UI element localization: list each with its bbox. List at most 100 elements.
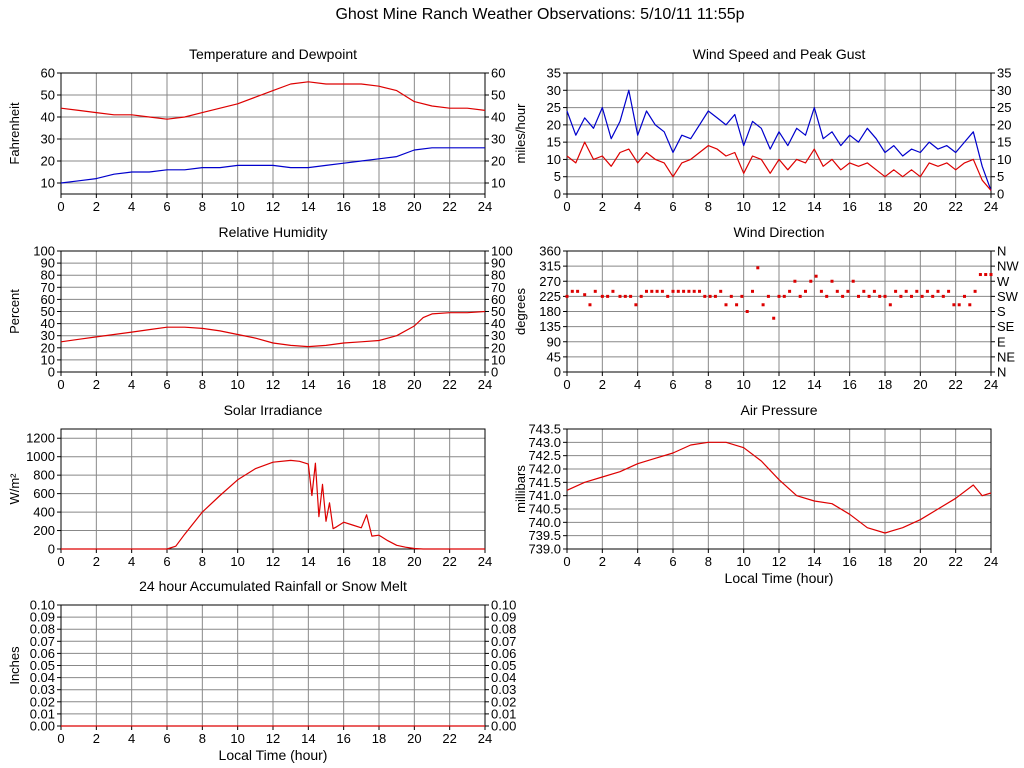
y-tick-label: 0.06 xyxy=(30,646,55,661)
series-line xyxy=(566,89,992,191)
right-tick-label: 30 xyxy=(997,83,1011,98)
x-tick-label: 22 xyxy=(948,199,962,214)
x-tick-label: 22 xyxy=(442,554,456,569)
data-point xyxy=(692,289,696,293)
y-tick-label: 0.03 xyxy=(30,682,55,697)
data-point xyxy=(576,289,580,293)
right-tick-label: 50 xyxy=(491,88,505,103)
x-tick-label: 0 xyxy=(57,554,64,569)
y-tick-label: 742.5 xyxy=(528,448,561,463)
x-tick-label: 2 xyxy=(599,377,606,392)
chart-title: Wind Speed and Peak Gust xyxy=(693,46,866,62)
x-tick-label: 10 xyxy=(736,377,750,392)
y-tick-label: 135 xyxy=(539,319,561,334)
x-tick-label: 18 xyxy=(878,199,892,214)
right-tick-label: 0.07 xyxy=(491,634,516,649)
right-tick-label: 20 xyxy=(491,340,505,355)
y-tick-label: 15 xyxy=(547,135,561,150)
y-tick-label: 0 xyxy=(48,365,55,380)
y-tick-label: 739.5 xyxy=(528,528,561,543)
data-point xyxy=(915,289,919,293)
y-tick-label: 600 xyxy=(33,486,55,501)
y-tick-label: 20 xyxy=(41,154,55,169)
x-tick-label: 24 xyxy=(984,377,998,392)
y-tick-label: 200 xyxy=(33,523,55,538)
data-point xyxy=(593,289,597,293)
right-tick-label: N xyxy=(997,244,1006,259)
y-axis-label: miles/hour xyxy=(513,103,528,164)
chart-title: Air Pressure xyxy=(740,402,817,418)
right-tick-label: 20 xyxy=(997,117,1011,132)
right-tick-label: 0 xyxy=(997,187,1004,202)
x-tick-label: 24 xyxy=(478,377,492,392)
right-tick-label: 60 xyxy=(491,66,505,81)
data-point xyxy=(904,289,908,293)
y-tick-label: 741.5 xyxy=(528,475,561,490)
y-tick-label: 40 xyxy=(41,110,55,125)
y-tick-label: 0 xyxy=(554,365,561,380)
y-tick-label: 742.0 xyxy=(528,462,561,477)
y-axis-label: W/m² xyxy=(7,473,22,505)
right-tick-label: 90 xyxy=(491,256,505,271)
x-tick-label: 10 xyxy=(736,199,750,214)
x-tick-label: 12 xyxy=(266,731,280,746)
data-point xyxy=(788,289,792,293)
data-point xyxy=(825,294,829,298)
data-point xyxy=(588,303,592,307)
y-tick-label: 20 xyxy=(547,117,561,132)
data-point xyxy=(745,310,749,313)
y-tick-label: 30 xyxy=(41,328,55,343)
y-tick-label: 743.0 xyxy=(528,435,561,450)
right-tick-label: 10 xyxy=(997,152,1011,167)
right-tick-label: 0.06 xyxy=(491,646,516,661)
plot-frame xyxy=(566,72,992,195)
data-point xyxy=(645,289,648,293)
data-point xyxy=(968,303,972,307)
right-tick-label: 10 xyxy=(491,176,505,191)
x-tick-label: 20 xyxy=(913,554,927,569)
data-point xyxy=(793,279,797,283)
x-tick-label: 6 xyxy=(163,554,170,569)
right-tick-label: 100 xyxy=(491,244,513,259)
plot-frame xyxy=(60,428,486,550)
data-point xyxy=(698,289,701,293)
chart-solar: 0 2 4 6 8 10 12 14 16 18 20 22 240200400600800100012… xyxy=(7,402,492,569)
x-tick-label: 6 xyxy=(163,377,170,392)
right-tick-label: 5 xyxy=(997,169,1004,184)
right-tick-label: NW xyxy=(997,259,1019,274)
x-tick-label: 4 xyxy=(634,554,641,569)
right-tick-label: 30 xyxy=(491,328,505,343)
x-tick-label: 14 xyxy=(301,377,315,392)
y-tick-label: 740.5 xyxy=(528,502,561,517)
x-tick-label: 18 xyxy=(372,731,386,746)
x-tick-label: 6 xyxy=(669,554,676,569)
x-tick-label: 18 xyxy=(878,377,892,392)
data-point xyxy=(809,279,813,283)
x-tick-label: 14 xyxy=(807,554,821,569)
data-point xyxy=(735,303,739,307)
y-axis-label: Percent xyxy=(7,289,22,334)
x-tick-label: 2 xyxy=(93,554,100,569)
data-point xyxy=(650,289,654,293)
y-tick-label: 0.09 xyxy=(30,610,55,625)
data-point xyxy=(894,289,898,293)
plot-frame xyxy=(566,428,992,550)
series-line xyxy=(566,141,992,191)
x-tick-label: 14 xyxy=(807,377,821,392)
right-tick-label: 25 xyxy=(997,100,1011,115)
y-tick-label: 1000 xyxy=(26,449,55,464)
right-tick-label: SE xyxy=(997,319,1015,334)
y-tick-label: 0.07 xyxy=(30,634,55,649)
x-tick-label: 10 xyxy=(230,554,244,569)
x-tick-label: 10 xyxy=(230,377,244,392)
x-tick-label: 6 xyxy=(163,731,170,746)
right-tick-label: 20 xyxy=(491,154,505,169)
data-point xyxy=(676,289,680,293)
data-point xyxy=(766,294,770,298)
x-tick-label: 12 xyxy=(266,377,280,392)
data-point xyxy=(867,294,871,298)
x-tick-label: 22 xyxy=(442,377,456,392)
x-tick-label: 16 xyxy=(842,199,856,214)
